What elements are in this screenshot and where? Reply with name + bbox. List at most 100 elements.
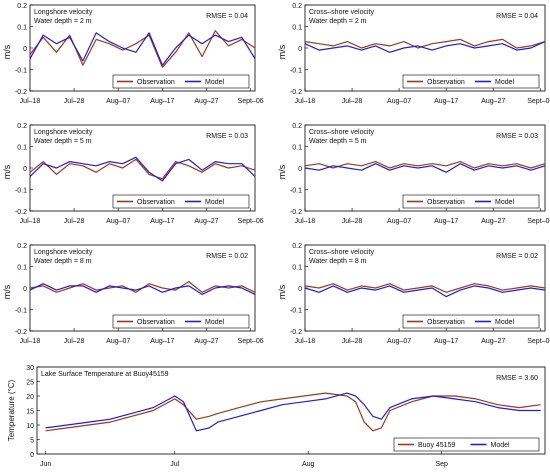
- series-line-observation: [304, 161, 546, 169]
- legend-label-model: Model: [495, 319, 515, 326]
- y-tick-label: 30: [26, 365, 34, 372]
- y-tick-label: 10: [26, 423, 34, 430]
- y-tick-label: -0.2: [290, 329, 302, 336]
- x-tick-label: Sept–06: [527, 338, 550, 345]
- x-tick-label: Aug–27: [481, 218, 505, 225]
- legend: Observation Model: [402, 194, 540, 209]
- x-tick-label: Aug–07: [387, 338, 411, 345]
- series-line-model: [29, 32, 256, 66]
- series-line-model: [29, 156, 256, 182]
- series-line-observation: [29, 158, 256, 180]
- chart-title-line: Water depth = 5 m: [34, 138, 92, 145]
- y-tick-label: -0.2: [290, 209, 302, 216]
- series-line-model: [29, 283, 256, 295]
- legend-label-observation: Observation: [137, 199, 175, 206]
- legend-label-model: Model: [491, 442, 511, 449]
- legend: Buoy 45159 Model: [393, 437, 540, 452]
- x-tick-label: Sept–06: [238, 338, 264, 345]
- legend-box: [402, 194, 540, 209]
- y-tick-label: -0.1: [290, 188, 302, 195]
- y-tick-label: -0.2: [15, 329, 27, 336]
- series-line-observation: [29, 30, 256, 68]
- legend-box: [112, 194, 250, 209]
- y-tick-label: 0.1: [292, 265, 302, 272]
- legend-label-model: Model: [205, 319, 225, 326]
- x-tick-label: Jul–18: [295, 218, 316, 225]
- y-tick-label: 0: [298, 166, 302, 173]
- chart-title-line: Cross–shore velocity: [309, 249, 374, 256]
- y-tick-label: -0.2: [15, 89, 27, 96]
- y-tick-label: 15: [26, 409, 34, 416]
- x-tick-label: Sept–06: [238, 98, 264, 105]
- y-tick-label: 0.1: [17, 145, 27, 152]
- x-tick-label: Aug–27: [194, 98, 218, 105]
- chart-title-line: Water depth = 5 m: [309, 138, 367, 145]
- x-tick-label: Jun: [40, 461, 51, 468]
- series-line-model: [45, 392, 541, 432]
- y-tick-label: 0.2: [292, 3, 302, 10]
- y-tick-label: 0: [23, 46, 27, 53]
- x-tick-label: Jul–18: [20, 338, 41, 345]
- legend-label-model: Model: [205, 79, 225, 86]
- y-tick-label: 5: [30, 438, 34, 445]
- chart-title-line: Longshore velocity: [34, 129, 93, 136]
- legend: Observation Model: [112, 314, 250, 329]
- y-axis-label: m/s: [2, 44, 12, 59]
- chart-lake-temperature: 0 5 10 15 20 25 30 Jun Jul Aug Sep Temperature (°C)…: [7, 365, 546, 468]
- x-tick-label: Aug–17: [434, 218, 458, 225]
- x-tick-label: Jul–18: [295, 98, 316, 105]
- x-tick-label: Aug–27: [481, 338, 505, 345]
- x-tick-label: Aug–27: [481, 98, 505, 105]
- rmse-annotation: RMSE = 0.04: [206, 13, 248, 20]
- legend-box: [402, 314, 540, 329]
- rmse-annotation: RMSE = 0.03: [206, 133, 248, 140]
- y-tick-label: -0.1: [290, 308, 302, 315]
- x-tick-label: Jul–28: [64, 98, 85, 105]
- x-tick-label: Jul–28: [342, 338, 363, 345]
- chart-title-line: Longshore velocity: [34, 249, 93, 256]
- chart-title-line: Cross–shore velocity: [309, 129, 374, 136]
- legend-box: [112, 314, 250, 329]
- x-tick-label: Aug–17: [434, 98, 458, 105]
- chart-title-line: Longshore velocity: [34, 9, 93, 16]
- legend-label-observation: Observation: [427, 319, 465, 326]
- rmse-annotation: RMSE = 0.04: [496, 13, 538, 20]
- rmse-annotation: RMSE = 3.60: [496, 375, 538, 382]
- legend: Observation Model: [112, 74, 250, 89]
- x-tick-label: Aug–17: [150, 218, 174, 225]
- y-tick-label: 0: [23, 286, 27, 293]
- x-tick-label: Aug–07: [106, 98, 130, 105]
- legend: Observation Model: [402, 74, 540, 89]
- x-tick-label: Aug–27: [194, 338, 218, 345]
- x-tick-label: Aug–17: [434, 338, 458, 345]
- x-tick-label: Jul–28: [64, 218, 85, 225]
- y-tick-label: -0.2: [15, 209, 27, 216]
- x-tick-label: Aug–07: [106, 218, 130, 225]
- legend-box: [393, 437, 540, 452]
- x-tick-label: Aug–17: [150, 98, 174, 105]
- chart-title-line: Cross–shore velocity: [309, 9, 374, 16]
- legend-label-observation: Buoy 45159: [418, 442, 455, 449]
- y-axis-label: Temperature (°C): [7, 379, 16, 441]
- y-tick-label: 0.2: [292, 243, 302, 250]
- chart-title-line: Lake Surface Temperature at Buoy45159: [41, 371, 169, 378]
- y-axis-label: m/s: [277, 164, 287, 179]
- y-tick-label: -0.1: [15, 68, 27, 75]
- x-tick-label: Jul: [170, 461, 179, 468]
- chart-longshore-8m: -0.2 -0.1 0 0.1 0.2 Jul–18 Jul–28 Aug–07 Aug–17 A…: [2, 243, 264, 345]
- series-line-observation: [304, 283, 546, 293]
- y-tick-label: 0.1: [17, 265, 27, 272]
- chart-longshore-5m: -0.2 -0.1 0 0.1 0.2 Jul–18 Jul–28 Aug–07 Aug–17 A…: [2, 123, 264, 225]
- x-tick-label: Sept–06: [527, 98, 550, 105]
- y-axis-label: m/s: [277, 44, 287, 59]
- legend-label-observation: Observation: [427, 79, 465, 86]
- chart-crossshore-2m: -0.2 -0.1 0 0.1 0.2 Jul–18 Jul–28 Aug–07 Aug–17 A…: [277, 3, 550, 105]
- y-tick-label: 0: [23, 166, 27, 173]
- series-line-observation: [304, 38, 546, 49]
- y-tick-label: 20: [26, 394, 34, 401]
- chart-title-line: Water depth = 2 m: [309, 18, 367, 25]
- y-tick-label: 0: [30, 452, 34, 459]
- chart-crossshore-8m: -0.2 -0.1 0 0.1 0.2 Jul–18 Jul–28 Aug–07 Aug–17 A…: [277, 243, 550, 345]
- y-tick-label: 0.2: [292, 123, 302, 130]
